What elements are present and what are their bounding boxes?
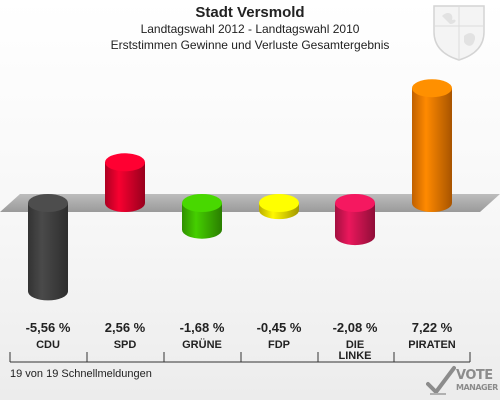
chart-subtitle: Landtagswahl 2012 - Landtagswahl 2010 bbox=[140, 22, 360, 36]
logo-text-vote: VOTE bbox=[456, 368, 493, 383]
category-label: PIRATEN bbox=[408, 339, 456, 351]
value-label: 2,56 % bbox=[104, 320, 146, 335]
bar-gr-ne bbox=[182, 194, 222, 239]
value-label: 7,22 % bbox=[411, 320, 453, 335]
bar-spd bbox=[105, 153, 145, 212]
category-label: CDU bbox=[36, 339, 60, 351]
bar-fdp bbox=[259, 194, 299, 220]
chart-subtitle-2: Erststimmen Gewinne und Verluste Gesamte… bbox=[110, 38, 390, 52]
value-label: -1,68 % bbox=[179, 320, 225, 335]
category-label: DIE LINKE bbox=[338, 339, 372, 362]
footer-status: 19 von 19 Schnellmeldungen bbox=[10, 368, 152, 380]
bar-piraten bbox=[412, 79, 452, 212]
category-label: GRÜNE bbox=[182, 339, 222, 351]
logo-text-manager: MANAGER bbox=[456, 383, 498, 392]
bar-die-linke bbox=[335, 194, 375, 246]
category-label: FDP bbox=[268, 339, 290, 351]
bar-cdu bbox=[28, 194, 68, 301]
value-label: -2,08 % bbox=[332, 320, 378, 335]
coat-of-arms-icon bbox=[433, 5, 485, 61]
chart-title: Stadt Versmold bbox=[195, 4, 305, 21]
vote-manager-logo: VOTE MANAGER bbox=[426, 364, 498, 398]
value-label: -5,56 % bbox=[25, 320, 71, 335]
value-label: -0,45 % bbox=[256, 320, 302, 335]
ballot-check-icon bbox=[426, 366, 456, 395]
category-label: SPD bbox=[113, 339, 137, 351]
